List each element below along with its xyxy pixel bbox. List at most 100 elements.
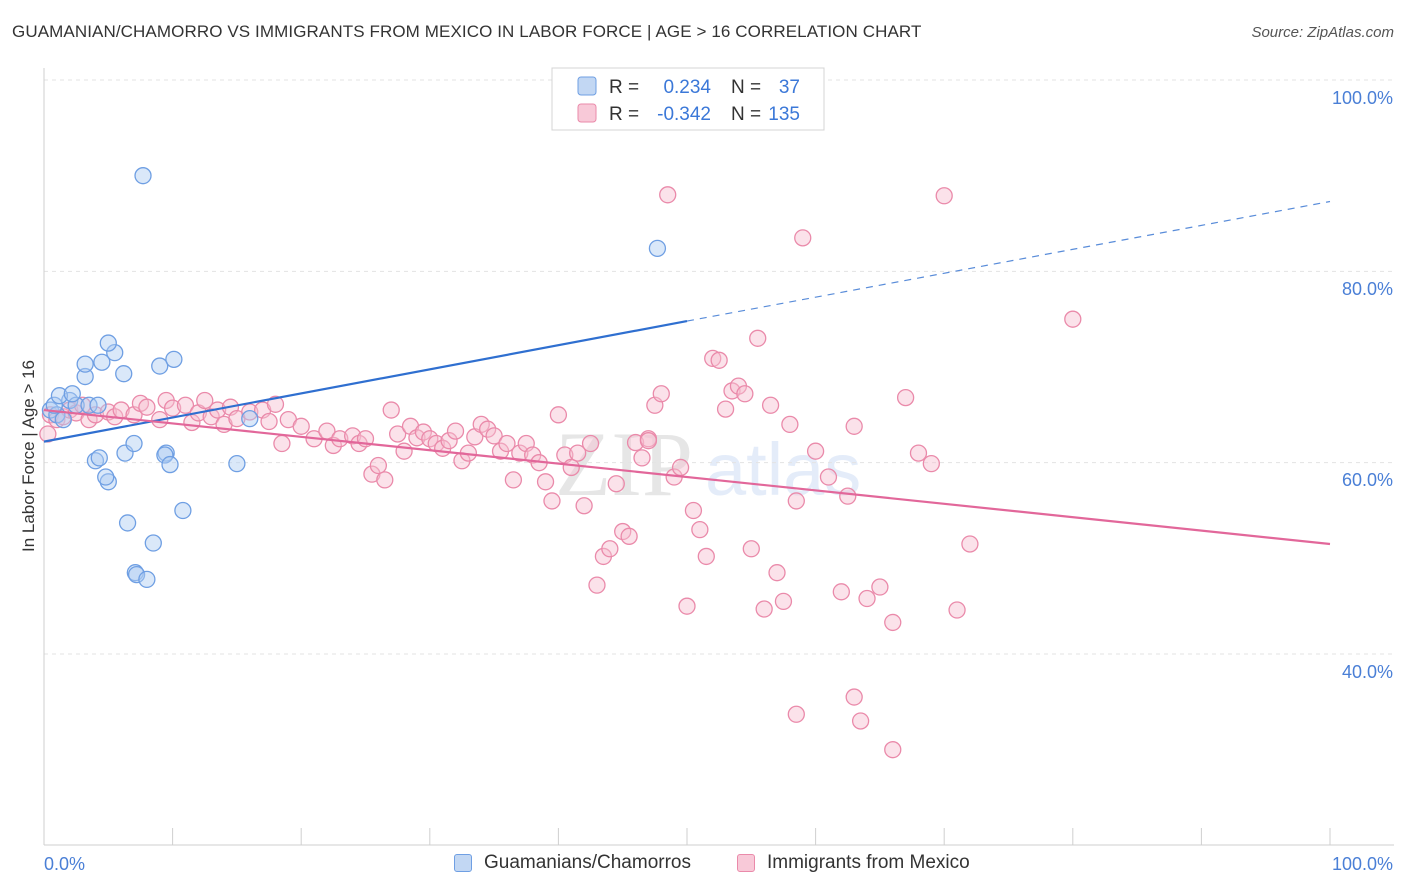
guamanian-point: [151, 357, 169, 375]
mexico-point: [884, 741, 902, 759]
mexico-point: [652, 385, 670, 403]
mexico-point: [479, 420, 497, 438]
x-axis-ticks: [43, 828, 1331, 845]
trend-line-mexico: [43, 408, 1331, 546]
mexico-point: [768, 564, 786, 582]
guamanian-point: [50, 387, 69, 405]
guamanian-point: [54, 410, 72, 429]
mexico-point: [607, 475, 625, 493]
mexico-point: [202, 408, 220, 426]
mexico-point: [922, 454, 940, 473]
legend-swatch-mexico: [577, 103, 597, 123]
series-mexico-points: [39, 186, 1082, 759]
guamanian-point: [118, 514, 137, 532]
mexico-point: [787, 705, 805, 723]
mexico-point: [176, 396, 195, 414]
series-guamanian-points: [41, 167, 667, 589]
mexico-point: [749, 329, 767, 347]
mexico-point: [388, 425, 407, 443]
mexico-point: [549, 406, 568, 424]
mexico-point: [884, 613, 902, 632]
guamanian-point: [156, 446, 174, 464]
bottom-legend-item-mexico: Immigrants from Mexico: [737, 852, 970, 874]
mexico-point: [601, 540, 619, 558]
y-axis-title: In Labor Force | Age > 16: [19, 360, 38, 552]
mexico-point: [639, 432, 658, 450]
mexico-point: [716, 400, 735, 418]
mexico-point: [832, 583, 850, 601]
mexico-point: [196, 391, 214, 410]
mexico-point: [736, 385, 754, 403]
mexico-point: [896, 388, 915, 407]
guamanian-point: [63, 385, 81, 403]
legend-n-value-2: 135: [768, 104, 800, 125]
mexico-point: [498, 434, 516, 453]
legend-r-value-1: 0.234: [663, 77, 711, 98]
mexico-point: [742, 540, 760, 558]
mexico-point: [755, 600, 773, 618]
mexico-point: [948, 601, 966, 619]
guamanian-point: [174, 501, 192, 520]
bottom-legend: Guamanians/Chamorros Immigrants from Mex…: [0, 852, 1406, 878]
guamanian-point: [80, 396, 98, 414]
mexico-point: [781, 415, 799, 434]
mexico-point: [273, 434, 291, 453]
mexico-point: [504, 471, 523, 489]
mexico-point: [806, 442, 825, 460]
y-tick-label-60: 60.0%: [1342, 470, 1393, 490]
x-tick-label-0: 0.0%: [44, 854, 85, 874]
mexico-point: [858, 589, 876, 608]
bottom-legend-label-mexico: Immigrants from Mexico: [767, 852, 970, 873]
mexico-point: [626, 433, 645, 452]
legend-n-label-1: N =: [731, 77, 761, 98]
mexico-point: [691, 520, 709, 539]
x-tick-label-100: 100.0%: [1332, 854, 1393, 874]
guamanian-point: [106, 343, 124, 362]
mexico-point: [163, 399, 182, 417]
y-tick-label-80: 80.0%: [1342, 279, 1393, 299]
legend-swatch-guamanian: [577, 76, 597, 96]
mexico-point: [659, 186, 677, 204]
mexico-point: [845, 688, 863, 706]
mexico-point: [485, 427, 503, 445]
mexico-point: [376, 471, 394, 489]
mexico-point: [331, 430, 349, 448]
mexico-point: [704, 349, 722, 368]
mexico-point: [575, 497, 593, 515]
legend-n-label-2: N =: [731, 104, 761, 125]
mexico-point: [774, 592, 793, 611]
guamanian-point: [165, 350, 183, 368]
mexico-point: [446, 422, 465, 440]
mexico-point: [562, 458, 580, 477]
mexico-point: [395, 442, 413, 460]
mexico-point: [909, 444, 928, 462]
watermark: ZIP atlas: [555, 413, 861, 515]
guamanian-point: [144, 534, 162, 552]
mexico-point: [697, 547, 715, 566]
y-tick-label-100: 100.0%: [1332, 88, 1393, 108]
guamanian-point: [161, 455, 179, 474]
guamanian-point: [76, 367, 94, 386]
mexico-point: [1064, 310, 1082, 328]
guamanian-point: [97, 468, 115, 486]
mexico-point: [787, 492, 805, 510]
mexico-point: [819, 468, 838, 486]
mexico-point: [292, 417, 310, 435]
mexico-point: [620, 527, 638, 545]
chart-title: GUAMANIAN/CHAMORRO VS IMMIGRANTS FROM ME…: [12, 22, 922, 41]
mexico-point: [382, 401, 400, 419]
guamanian-point: [90, 449, 108, 467]
source-note: Source: ZipAtlas.com: [1251, 24, 1394, 41]
bottom-legend-swatch-guamanian: [454, 854, 472, 872]
mexico-point: [138, 398, 156, 416]
mexico-point: [543, 492, 561, 510]
legend-r-label-2: R =: [609, 104, 639, 125]
bottom-legend-label-guamanian: Guamanians/Chamorros: [484, 852, 691, 873]
guamanian-point: [115, 365, 133, 383]
mexico-point: [935, 187, 953, 205]
trend-line-guamanian-extension: [686, 200, 1331, 322]
mexico-point: [633, 449, 651, 467]
mexico-point: [440, 432, 458, 450]
legend-r-value-2: -0.342: [657, 104, 711, 125]
